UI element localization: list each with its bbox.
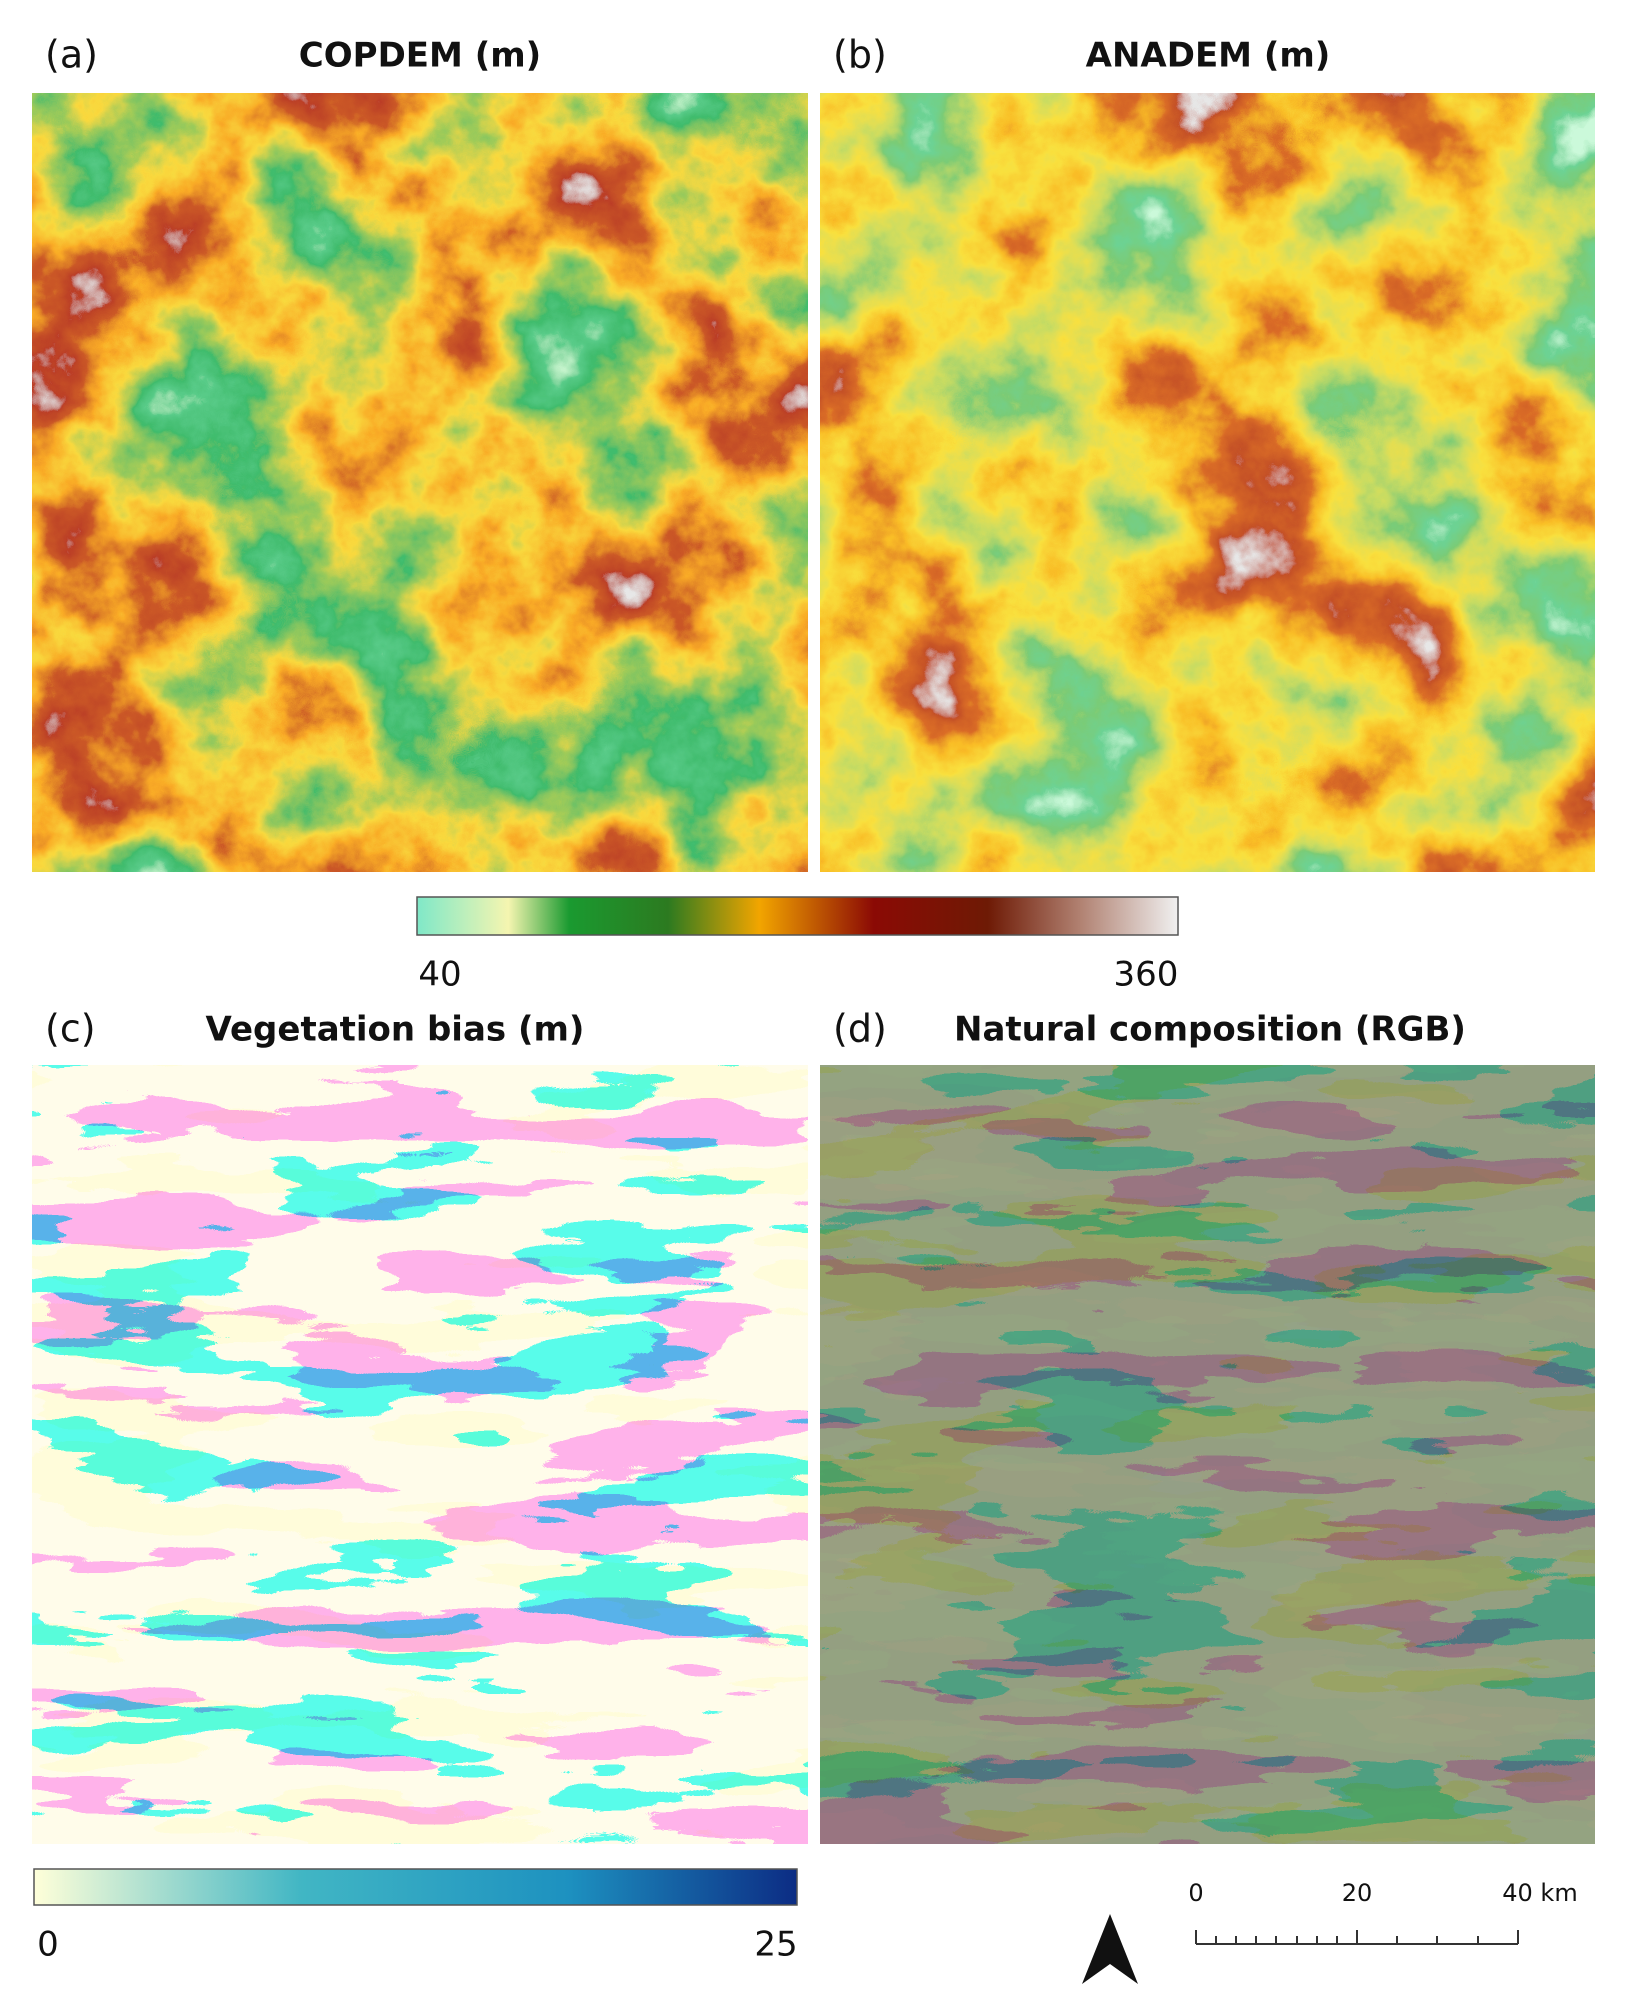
panel-label: (d)	[833, 1007, 887, 1051]
colorbar-label: 360	[1114, 955, 1179, 995]
copdem-map	[32, 93, 808, 872]
scale-label: 0	[1188, 1879, 1203, 1907]
rgb-map	[820, 1065, 1595, 1844]
panel-label: (a)	[45, 33, 98, 77]
anadem-map	[820, 93, 1595, 872]
panel-title: COPDEM (m)	[299, 36, 541, 76]
panel-label: (c)	[45, 1007, 96, 1051]
scale-label: 40 km	[1502, 1879, 1577, 1907]
vegetation-bias-map	[32, 1065, 808, 1844]
elevation-colorbar	[416, 896, 1179, 936]
colorbar-label: 25	[754, 1925, 797, 1965]
panel-title: Vegetation bias (m)	[206, 1010, 585, 1050]
panel-title: Natural composition (RGB)	[954, 1010, 1466, 1050]
scale-bar	[1195, 1930, 1519, 1945]
colorbar-label: 0	[37, 1925, 59, 1965]
panel-label: (b)	[833, 33, 887, 77]
bias-colorbar	[33, 1868, 798, 1906]
colorbar-label: 40	[418, 955, 461, 995]
panel-title: ANADEM (m)	[1086, 36, 1331, 76]
north-arrow	[1082, 1914, 1138, 1984]
scale-label: 20	[1342, 1879, 1373, 1907]
